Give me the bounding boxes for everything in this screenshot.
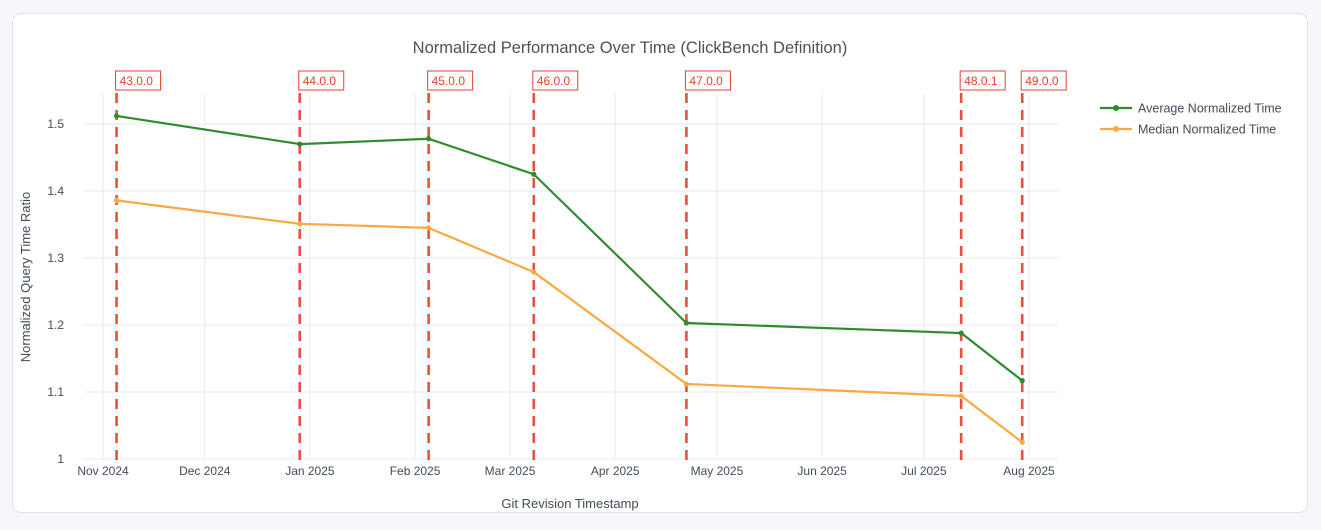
release-annotation: 49.0.0	[1020, 70, 1067, 462]
legend-item-median[interactable]: Median Normalized Time	[1100, 123, 1276, 137]
release-annotation: 45.0.0	[427, 70, 474, 462]
data-point-marker	[958, 330, 964, 336]
data-point-marker	[113, 113, 120, 119]
release-label-box	[115, 70, 162, 91]
release-annotation: 43.0.0	[115, 70, 162, 462]
x-tick-label: Jan 2025	[285, 464, 335, 478]
legend: Average Normalized Time Median Normalize…	[1100, 102, 1282, 137]
release-label-box	[298, 70, 345, 91]
y-tick-label: 1.5	[47, 117, 64, 131]
data-point-marker	[683, 381, 690, 387]
x-tick-label: Aug 2025	[1003, 464, 1055, 478]
release-annotation: 48.0.1	[959, 70, 1006, 462]
x-tick-label: Mar 2025	[485, 464, 536, 478]
release-label-box	[959, 70, 1006, 91]
release-label-box	[427, 70, 474, 91]
release-label: 47.0.0	[689, 74, 723, 88]
data-point-marker	[1019, 378, 1025, 384]
x-axis-title: Git Revision Timestamp	[501, 496, 638, 511]
data-point-marker	[113, 197, 120, 203]
y-tick-label: 1.4	[47, 184, 64, 198]
legend-item-median-label: Median Normalized Time	[1138, 123, 1276, 137]
legend-swatch-marker-average	[1113, 105, 1119, 111]
release-annotation: 44.0.0	[298, 70, 345, 462]
y-tick-label: 1.3	[47, 251, 64, 265]
y-tick-label: 1	[57, 452, 64, 466]
data-point-marker	[297, 141, 303, 147]
release-annotation: 46.0.0	[532, 70, 579, 462]
release-label: 43.0.0	[120, 74, 154, 88]
x-tick-label: Jul 2025	[901, 464, 947, 478]
data-point-marker	[426, 136, 432, 142]
release-label: 49.0.0	[1025, 74, 1059, 88]
series-median[interactable]	[113, 197, 1025, 445]
data-point-marker	[531, 171, 537, 177]
release-annotation: 47.0.0	[684, 70, 731, 462]
release-label: 48.0.1	[964, 74, 998, 88]
chart-title: Normalized Performance Over Time (ClickB…	[413, 39, 848, 57]
release-label: 45.0.0	[432, 74, 466, 88]
legend-item-average[interactable]: Average Normalized Time	[1100, 102, 1282, 116]
x-tick-label: Feb 2025	[390, 464, 441, 478]
data-point-marker	[297, 221, 303, 227]
x-tick-label: Nov 2024	[77, 464, 129, 478]
x-tick-label: Apr 2025	[591, 464, 640, 478]
data-point-marker	[531, 269, 537, 275]
y-tick-label: 1.1	[47, 385, 64, 399]
data-point-marker	[683, 320, 690, 326]
data-point-marker	[958, 393, 964, 399]
x-tick-label: May 2025	[691, 464, 744, 478]
x-tick-label: Dec 2024	[179, 464, 231, 478]
y-tick-label: 1.2	[47, 318, 64, 332]
release-label-box	[1020, 70, 1067, 91]
legend-swatch-marker-median	[1113, 126, 1119, 132]
release-label-box	[684, 70, 731, 91]
series-line	[116, 199, 1023, 444]
legend-item-average-label: Average Normalized Time	[1138, 102, 1282, 116]
release-label: 46.0.0	[537, 74, 571, 88]
release-label-box	[532, 70, 579, 91]
chart-card	[12, 13, 1308, 513]
series-average[interactable]	[113, 113, 1025, 384]
data-point-marker	[426, 225, 432, 231]
y-axis-title: Normalized Query Time Ratio	[18, 192, 33, 363]
series-line	[116, 114, 1023, 382]
data-point-marker	[1019, 439, 1025, 445]
x-tick-label: Jun 2025	[797, 464, 847, 478]
release-label: 44.0.0	[303, 74, 337, 88]
